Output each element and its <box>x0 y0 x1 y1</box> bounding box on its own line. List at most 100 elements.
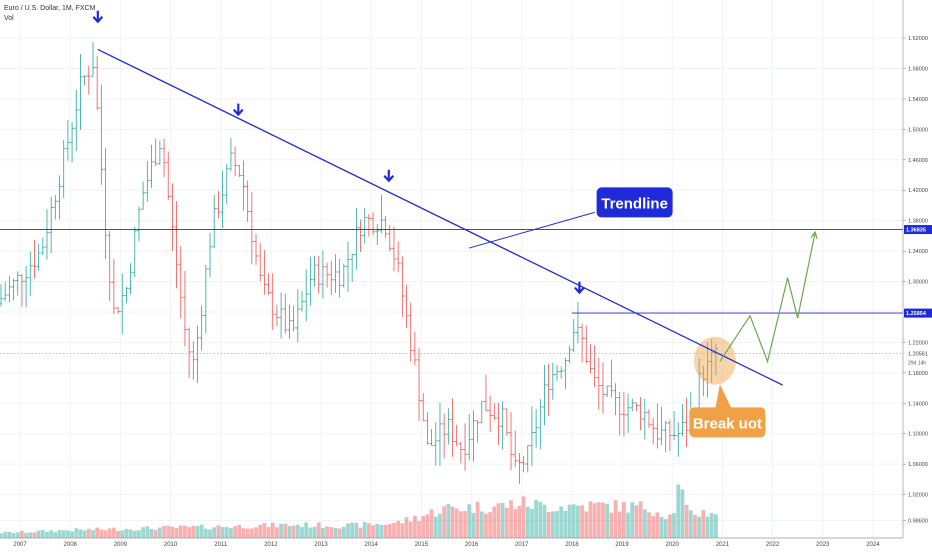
volume-bar <box>534 500 538 538</box>
volume-bar <box>454 508 459 538</box>
y-tick-label: 1.22000 <box>908 340 928 346</box>
x-tick-label: 2020 <box>666 542 680 548</box>
volume-bar <box>655 512 660 538</box>
price-label: 1.36835 <box>906 228 926 234</box>
trendline-callout-box <box>596 187 673 218</box>
volume-bar <box>0 533 3 538</box>
breakout-circle <box>693 336 736 385</box>
volume-bar <box>638 501 643 538</box>
volume-bar <box>504 507 509 538</box>
volume-bar <box>279 523 283 538</box>
volume-bar <box>82 530 87 538</box>
volume-bar <box>153 530 158 538</box>
volume-bar <box>693 514 697 538</box>
volume-bar <box>229 528 233 538</box>
volume-bar <box>304 522 309 538</box>
y-tick-label: 1.02000 <box>908 493 928 499</box>
trendline <box>97 48 783 386</box>
down-arrow-head <box>92 16 104 24</box>
y-tick-label: 1.42000 <box>908 188 928 194</box>
volume-bar <box>438 513 442 538</box>
projection-arrowhead <box>810 230 818 240</box>
volume-bar <box>412 515 417 538</box>
volume-bar <box>262 523 267 538</box>
volume-bar <box>471 512 476 538</box>
price-label: 1.25854 <box>906 311 927 317</box>
volume-bar <box>705 516 710 538</box>
volume-bar <box>634 505 639 538</box>
volume-bar <box>530 508 534 538</box>
volume-bar <box>475 501 480 538</box>
volume-bar <box>141 527 146 538</box>
volume-bar <box>132 530 137 538</box>
volume-bar <box>341 526 346 538</box>
volume-bar <box>91 530 95 538</box>
volume-bar <box>429 509 434 538</box>
projection-path <box>719 231 816 364</box>
volume-bar <box>291 525 296 538</box>
volume-bar <box>312 526 317 538</box>
volume-bar <box>668 514 672 538</box>
volume-bar <box>166 525 171 538</box>
volume-bar <box>408 521 413 538</box>
volume-bar <box>609 512 614 538</box>
current-price-label: 1.20561 <box>908 351 928 357</box>
volume-bar <box>145 526 150 538</box>
volume-bar <box>224 526 229 538</box>
volume-bar <box>463 511 467 538</box>
volume-bar <box>103 530 108 538</box>
volume-bar <box>617 511 622 538</box>
volume-bar <box>3 531 8 538</box>
volume-bar <box>300 527 304 538</box>
volume-bar <box>316 522 321 538</box>
volume-bar <box>266 527 271 538</box>
volume-bar <box>275 527 279 538</box>
volume-bar <box>287 525 292 538</box>
volume-bar <box>78 529 83 538</box>
volume-bar <box>513 508 518 538</box>
countdown-label: 29d 14h <box>908 360 926 366</box>
volume-bar <box>187 527 192 538</box>
x-tick-label: 2024 <box>866 542 880 548</box>
volume-bar <box>199 524 204 538</box>
volume-bar <box>329 527 334 538</box>
volume-bar <box>659 516 664 538</box>
volume-bar <box>308 527 313 538</box>
volume-bar <box>525 506 530 538</box>
volume-bar <box>24 532 28 538</box>
volume-bar <box>99 529 104 538</box>
volume-bar <box>651 516 656 538</box>
volume-bar <box>555 511 559 538</box>
x-tick-label: 2019 <box>615 542 629 548</box>
volume-bar <box>216 525 221 538</box>
volume-bar <box>241 528 246 538</box>
volume-bar <box>546 512 551 538</box>
volume-bar <box>672 513 676 538</box>
volume-bar <box>576 505 580 538</box>
volume-label: Vol <box>4 15 14 22</box>
volume-bar <box>688 510 693 538</box>
volume-bar <box>467 504 472 538</box>
volume-bar <box>400 523 405 538</box>
x-tick-label: 2008 <box>64 542 78 548</box>
volume-bar <box>563 510 568 538</box>
breakout-callout-text: Break uot <box>693 415 762 432</box>
volume-bar <box>571 504 576 538</box>
volume-bar <box>622 502 626 538</box>
volume-bar <box>647 512 651 538</box>
y-tick-label: 1.62000 <box>908 36 928 42</box>
volume-bar <box>697 516 702 538</box>
volume-bar <box>375 523 380 538</box>
volume-bar <box>492 506 497 538</box>
down-arrow-head <box>232 108 244 117</box>
volume-bar <box>425 514 430 538</box>
x-tick-label: 2018 <box>565 542 579 548</box>
volume-bar <box>676 484 681 538</box>
volume-bar <box>233 526 237 538</box>
volume-bar <box>605 503 610 538</box>
y-tick-label: 1.54000 <box>908 97 928 103</box>
volume-bar <box>28 532 33 538</box>
volume-bar <box>626 512 630 538</box>
